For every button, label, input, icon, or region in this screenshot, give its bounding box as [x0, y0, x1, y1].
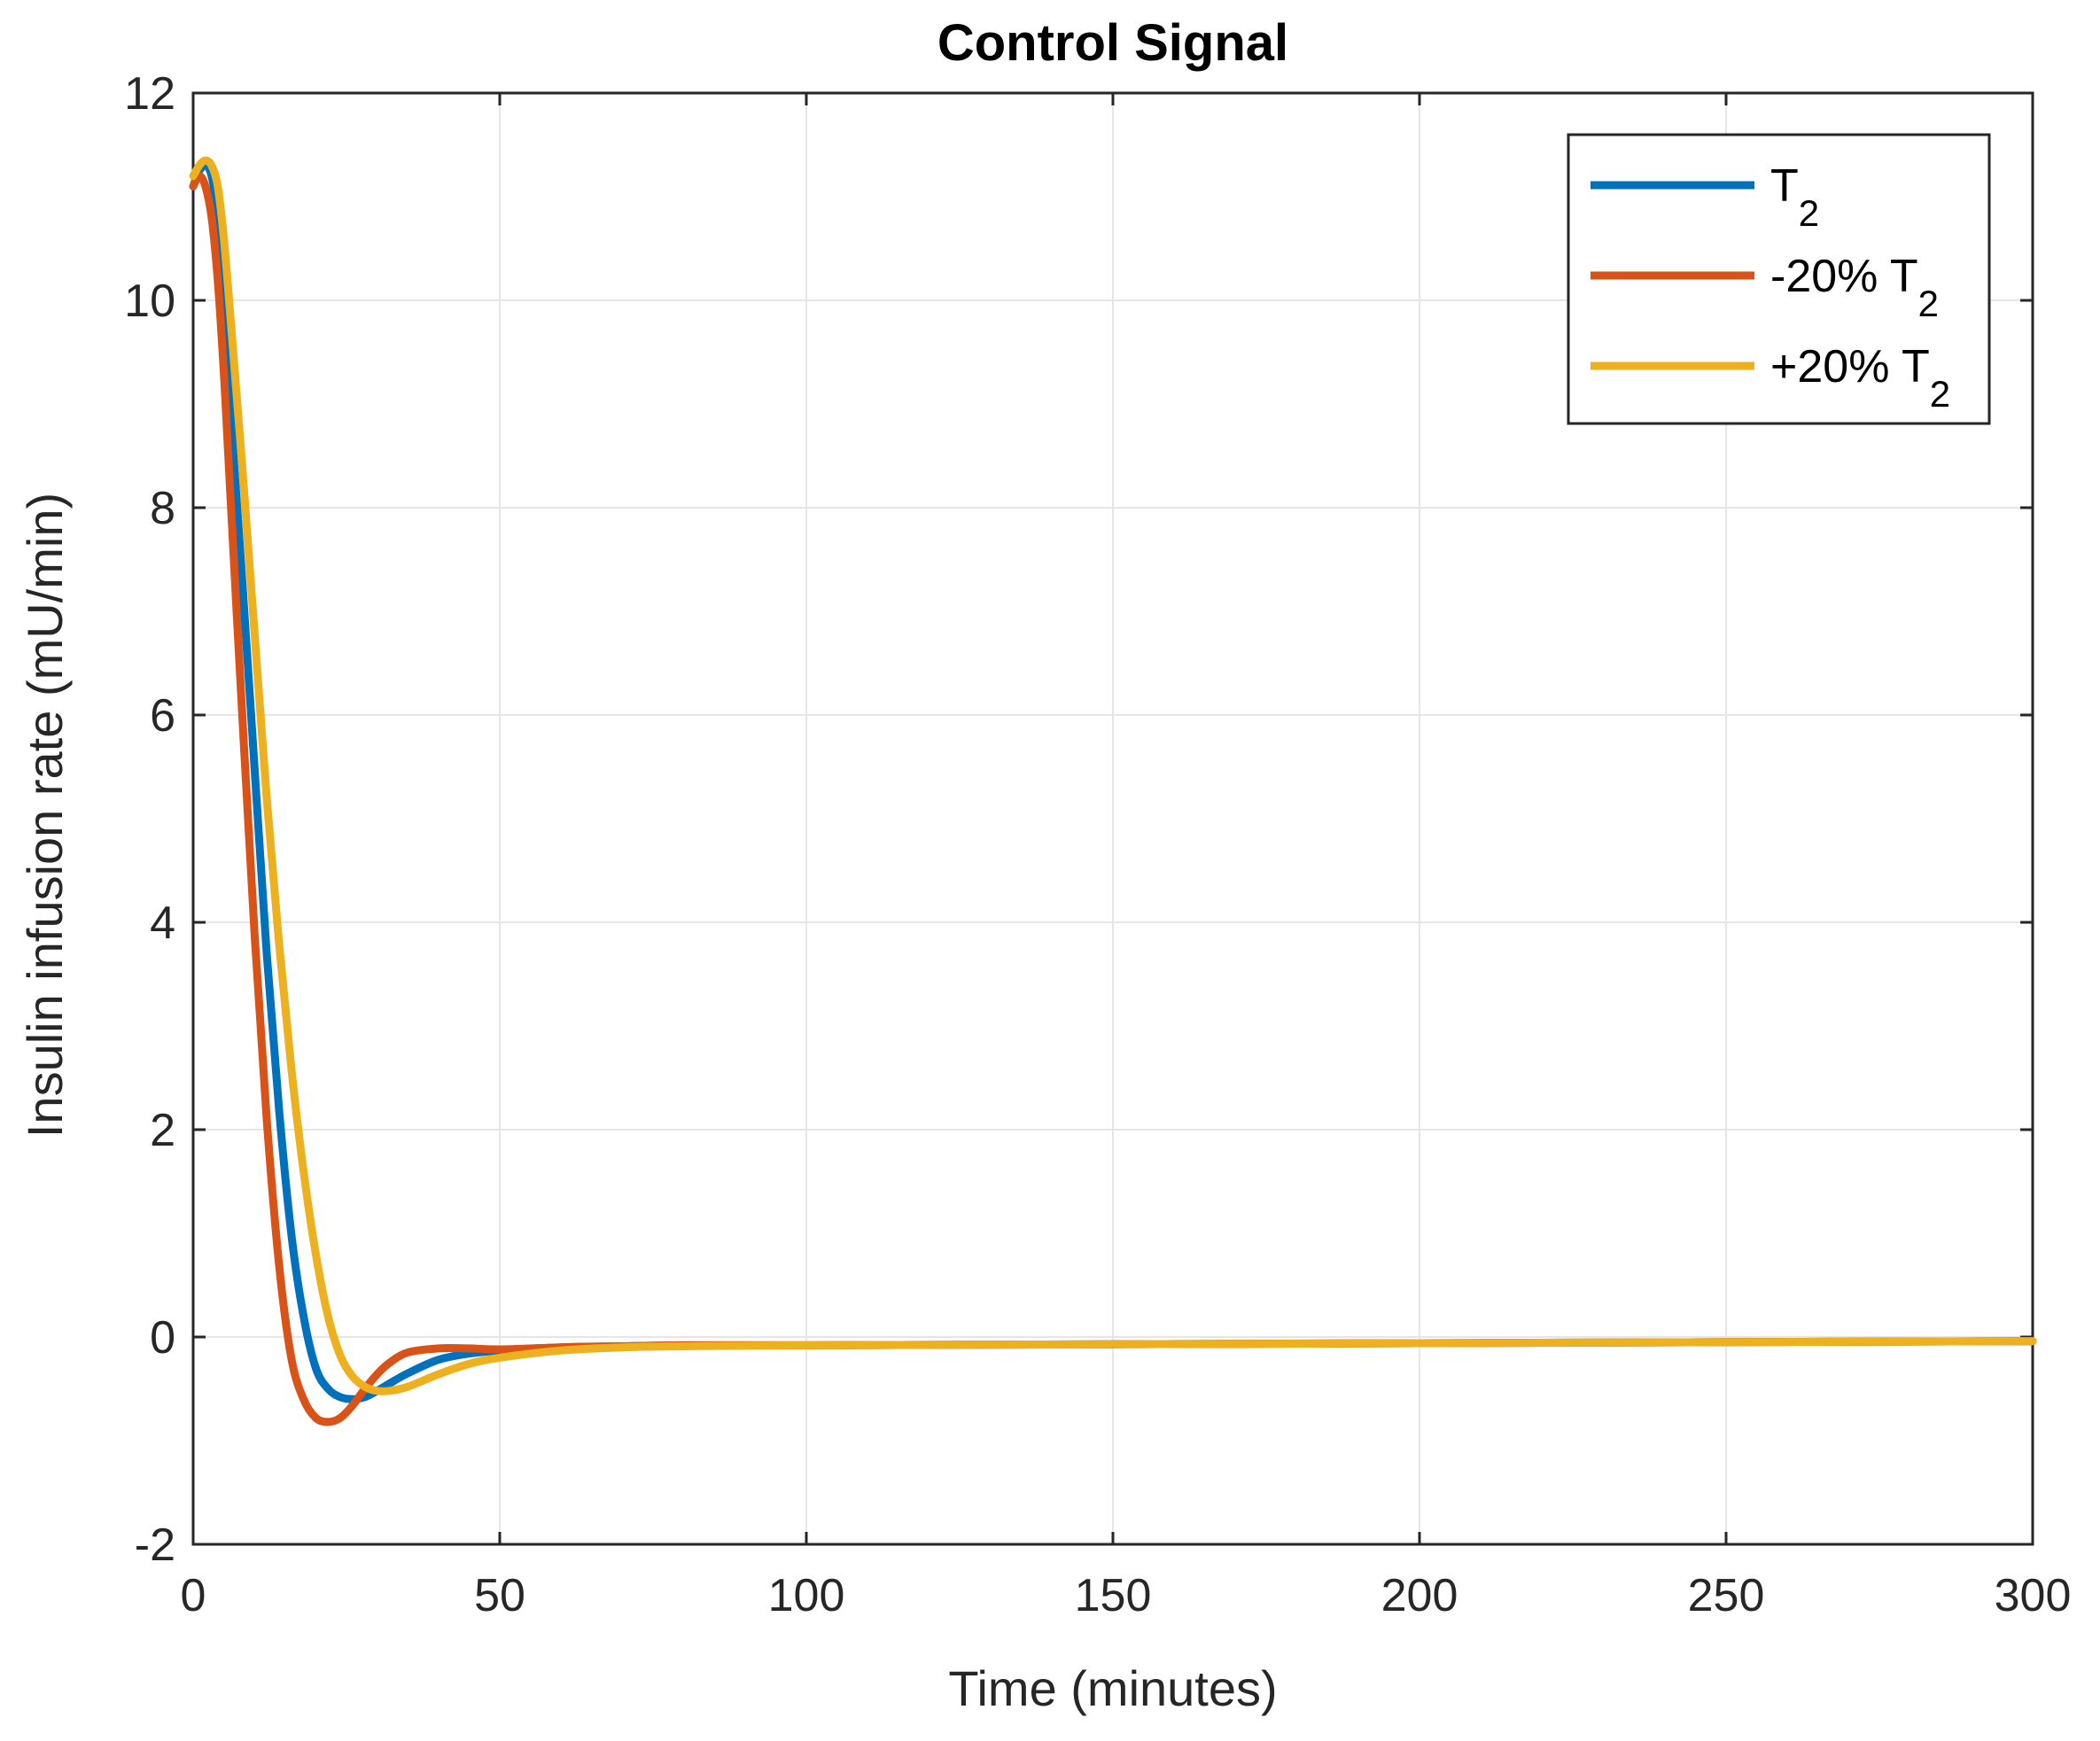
x-tick-label: 150 — [1075, 1570, 1152, 1621]
y-tick-label: 2 — [150, 1105, 175, 1156]
y-tick-label: 0 — [150, 1312, 175, 1364]
legend-label-subscript: 2 — [1918, 283, 1939, 324]
x-tick-label: 50 — [474, 1570, 525, 1621]
x-tick-label: 0 — [181, 1570, 206, 1621]
legend-entry-t2: T2 — [1770, 160, 1819, 234]
y-tick-label: 8 — [150, 483, 175, 534]
y-axis-label: Insulin infusion rate (mU/min) — [17, 493, 73, 1138]
legend: T2-20% T2+20% T2 — [1567, 133, 1991, 425]
y-tick-label: 12 — [124, 68, 175, 120]
y-tick-label: 6 — [150, 690, 175, 742]
legend-label: T — [1770, 160, 1799, 212]
y-tick-label: 4 — [150, 898, 175, 949]
legend-label-subscript: 2 — [1799, 192, 1819, 234]
legend-label: +20% T — [1770, 341, 1930, 393]
legend-label-subscript: 2 — [1930, 373, 1950, 415]
x-tick-label: 250 — [1688, 1570, 1765, 1621]
series-line-plus20-t2 — [189, 156, 2037, 1395]
x-tick-label: 200 — [1381, 1570, 1458, 1621]
legend-label: -20% T — [1770, 251, 1918, 302]
axes — [191, 91, 2034, 1546]
x-tick-label: 100 — [768, 1570, 845, 1621]
chart-title: Control Signal — [937, 14, 1288, 72]
y-tick-label: 10 — [124, 276, 175, 327]
legend-entry-minus20-t2: -20% T2 — [1770, 251, 1939, 324]
legend-entry-plus20-t2: +20% T2 — [1770, 341, 1950, 415]
series-lines — [189, 156, 2037, 1426]
x-axis-label: Time (minutes) — [948, 1660, 1277, 1716]
y-tick-label: -2 — [135, 1519, 175, 1571]
x-tick-label: 300 — [1995, 1570, 2072, 1621]
